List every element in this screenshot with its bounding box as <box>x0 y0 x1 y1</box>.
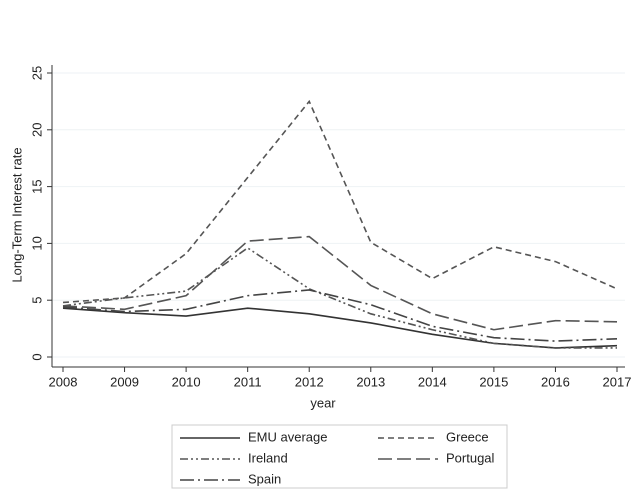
legend-label: Spain <box>248 471 281 486</box>
y-tick-label: 10 <box>29 236 44 250</box>
legend-label: EMU average <box>248 429 327 444</box>
x-tick-label: 2014 <box>418 374 447 389</box>
y-tick-label: 0 <box>29 353 44 360</box>
legend-label: Ireland <box>248 450 288 465</box>
legend-label: Greece <box>446 429 489 444</box>
legend-label: Portugal <box>446 450 495 465</box>
x-tick-label: 2009 <box>110 374 139 389</box>
y-tick-label: 15 <box>29 179 44 193</box>
legend-box <box>171 424 508 489</box>
x-tick-label: 2016 <box>541 374 570 389</box>
x-tick-label: 2008 <box>49 374 78 389</box>
plot-area <box>52 65 625 367</box>
x-tick-label: 2013 <box>356 374 385 389</box>
x-tick-label: 2012 <box>295 374 324 389</box>
x-tick-label: 2010 <box>172 374 201 389</box>
y-axis-title: Long-Term Interest rate <box>9 147 24 282</box>
x-axis-title: year <box>310 395 336 410</box>
y-tick-label: 20 <box>29 123 44 137</box>
x-tick-label: 2011 <box>234 374 262 389</box>
series-line <box>62 307 618 349</box>
series-line <box>62 246 617 349</box>
series-line <box>62 235 618 331</box>
x-tick-label: 2017 <box>603 374 632 389</box>
y-tick-label: 25 <box>29 66 44 80</box>
series-line <box>62 99 618 304</box>
x-tick-label: 2015 <box>479 374 508 389</box>
y-tick-label: 5 <box>29 297 44 304</box>
